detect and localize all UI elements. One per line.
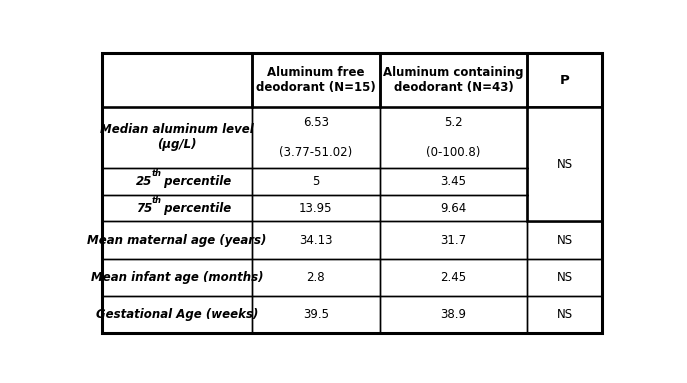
Bar — [527, 221, 602, 259]
Text: 39.5: 39.5 — [303, 308, 329, 321]
Bar — [252, 168, 380, 195]
Text: Median aluminum level
(μg/L): Median aluminum level (μg/L) — [100, 123, 254, 151]
Text: 3.45: 3.45 — [440, 175, 466, 188]
Bar — [527, 168, 602, 195]
Text: 2.45: 2.45 — [440, 271, 466, 284]
Text: 25: 25 — [135, 175, 152, 188]
Bar — [252, 53, 380, 107]
Text: NS: NS — [556, 308, 573, 321]
Bar — [252, 195, 380, 221]
Bar — [102, 107, 252, 168]
Text: P: P — [560, 74, 570, 87]
Text: Aluminum containing
deodorant (N=43): Aluminum containing deodorant (N=43) — [383, 66, 523, 94]
Bar — [102, 195, 252, 221]
Bar — [102, 221, 252, 259]
Bar — [527, 53, 602, 107]
Bar — [529, 107, 600, 221]
Text: Aluminum free
deodorant (N=15): Aluminum free deodorant (N=15) — [256, 66, 376, 94]
Text: th: th — [152, 196, 162, 205]
Bar — [527, 259, 602, 296]
Bar — [380, 168, 527, 195]
Text: Gestational Age (weeks): Gestational Age (weeks) — [95, 308, 258, 321]
Text: 5.2

(0-100.8): 5.2 (0-100.8) — [426, 116, 481, 159]
Bar — [380, 296, 527, 334]
Text: NS: NS — [556, 271, 573, 284]
Bar — [380, 107, 527, 168]
Text: percentile: percentile — [160, 201, 232, 214]
Text: 38.9: 38.9 — [440, 308, 466, 321]
Bar — [527, 107, 602, 168]
Bar — [252, 107, 380, 168]
Text: 75: 75 — [135, 201, 152, 214]
Bar — [102, 259, 252, 296]
Bar — [102, 53, 252, 107]
Bar — [527, 296, 602, 334]
Text: NS: NS — [556, 234, 573, 247]
Text: Mean infant age (months): Mean infant age (months) — [91, 271, 263, 284]
Bar — [527, 107, 602, 221]
Bar — [380, 259, 527, 296]
Text: Mean maternal age (years): Mean maternal age (years) — [87, 234, 267, 247]
Bar — [380, 221, 527, 259]
Text: th: th — [152, 169, 162, 178]
Bar — [102, 168, 252, 195]
Text: 13.95: 13.95 — [299, 201, 333, 214]
Text: 2.8: 2.8 — [306, 271, 325, 284]
Bar — [102, 296, 252, 334]
Bar — [252, 221, 380, 259]
Text: NS: NS — [556, 158, 573, 171]
Bar — [252, 259, 380, 296]
Text: 9.64: 9.64 — [440, 201, 466, 214]
Bar — [380, 195, 527, 221]
Text: 6.53

(3.77-51.02): 6.53 (3.77-51.02) — [279, 116, 352, 159]
Bar — [252, 296, 380, 334]
Bar — [527, 195, 602, 221]
Text: percentile: percentile — [160, 175, 232, 188]
Text: 34.13: 34.13 — [299, 234, 333, 247]
Bar — [380, 53, 527, 107]
Text: 31.7: 31.7 — [440, 234, 466, 247]
Text: 5: 5 — [312, 175, 319, 188]
